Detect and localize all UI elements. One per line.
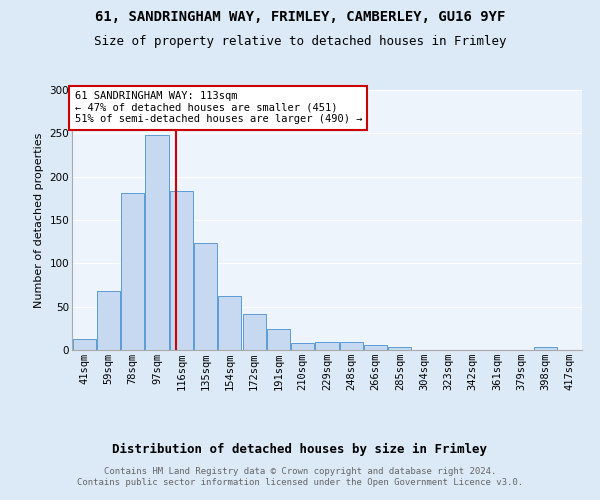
Bar bbox=[170, 192, 193, 350]
Text: 61 SANDRINGHAM WAY: 113sqm
← 47% of detached houses are smaller (451)
51% of sem: 61 SANDRINGHAM WAY: 113sqm ← 47% of deta… bbox=[74, 92, 362, 124]
Text: Size of property relative to detached houses in Frimley: Size of property relative to detached ho… bbox=[94, 35, 506, 48]
Bar bbox=[145, 135, 169, 350]
Bar bbox=[242, 314, 266, 350]
Bar bbox=[194, 242, 217, 350]
Bar bbox=[97, 291, 120, 350]
Bar bbox=[267, 329, 290, 350]
Text: Distribution of detached houses by size in Frimley: Distribution of detached houses by size … bbox=[113, 442, 487, 456]
Text: Contains HM Land Registry data © Crown copyright and database right 2024.
Contai: Contains HM Land Registry data © Crown c… bbox=[77, 468, 523, 487]
Text: 61, SANDRINGHAM WAY, FRIMLEY, CAMBERLEY, GU16 9YF: 61, SANDRINGHAM WAY, FRIMLEY, CAMBERLEY,… bbox=[95, 10, 505, 24]
Bar bbox=[218, 296, 241, 350]
Bar bbox=[73, 338, 95, 350]
Bar bbox=[121, 193, 144, 350]
Bar bbox=[534, 348, 557, 350]
Bar bbox=[316, 342, 338, 350]
Y-axis label: Number of detached properties: Number of detached properties bbox=[34, 132, 44, 308]
Bar bbox=[364, 345, 387, 350]
Bar bbox=[291, 343, 314, 350]
Bar bbox=[340, 342, 363, 350]
Bar bbox=[388, 346, 412, 350]
